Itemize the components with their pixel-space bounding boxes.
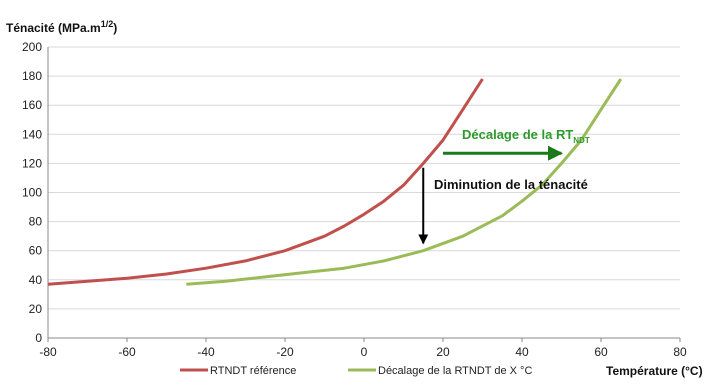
annotation-drop: Diminution de la ténacité: [418, 167, 588, 245]
legend-label-shifted: Décalage de la RTNDT de X °C: [378, 365, 532, 377]
series-lines: [47, 78, 623, 286]
x-tick-label: 40: [515, 345, 529, 359]
y-tick-label: 160: [22, 98, 42, 112]
y-tick-label: 200: [22, 40, 42, 54]
legend: RTNDT référence Décalage de la RTNDT de …: [180, 365, 532, 377]
x-axis-title: Température (°C): [606, 364, 703, 378]
legend-label-reference: RTNDT référence: [210, 365, 296, 377]
series-line-0: [47, 78, 484, 286]
y-tick-label: 40: [29, 273, 43, 287]
y-tick-label: 80: [29, 215, 43, 229]
x-tick-label: 20: [436, 345, 450, 359]
y-tick-label: 0: [35, 331, 42, 345]
y-tick-label: 100: [22, 186, 42, 200]
drop-label: Diminution de la ténacité: [434, 177, 588, 192]
tick-labels: 0 20 40 60 80 100 120 140 160 180 200 -80 -60 -40 -20 0…: [22, 40, 687, 359]
x-tick-label: 60: [594, 345, 608, 359]
annotation-shift: Décalage de la RTNDT: [443, 127, 590, 161]
x-tick-label: -20: [276, 345, 294, 359]
y-tick-label: 60: [29, 244, 43, 258]
series-line-1: [186, 78, 623, 286]
x-tick-label: -80: [39, 345, 57, 359]
x-tick-label: 80: [673, 345, 687, 359]
x-tick-label: -40: [197, 345, 215, 359]
y-tick-label: 180: [22, 69, 42, 83]
x-tick-label: 0: [361, 345, 368, 359]
gridlines: [48, 46, 680, 310]
y-tick-label: 120: [22, 156, 42, 170]
y-axis-title: Ténacité (MPa.m1/2): [6, 19, 117, 35]
axes: [47, 47, 681, 342]
x-tick-label: -60: [118, 345, 136, 359]
y-tick-label: 20: [29, 302, 43, 316]
y-tick-label: 140: [22, 127, 42, 141]
shift-label: Décalage de la RTNDT: [462, 127, 590, 145]
